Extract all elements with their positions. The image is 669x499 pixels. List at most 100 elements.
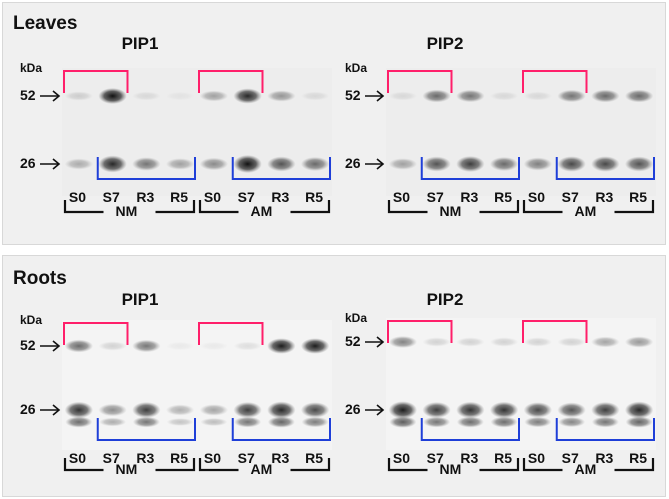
leaves-pip2-band-52-lane-3 <box>456 89 485 103</box>
leaves-pip2-lane-label-7: R3 <box>595 189 614 205</box>
roots-pip2-band-26-lane-1 <box>388 401 418 419</box>
leaves-pip1-lane-label-5: S0 <box>203 189 221 205</box>
roots-pip1-lane-label-7: R3 <box>271 450 290 466</box>
leaves-pip1-marker-52: 52 <box>20 87 36 103</box>
leaves-pip2-band-52-lane-4 <box>489 91 519 101</box>
leaves-pip1-lane-label-2: S7 <box>102 189 120 205</box>
roots-pip1-title: PIP1 <box>121 290 159 309</box>
roots-pip1-marker-52: 52 <box>20 337 36 353</box>
leaves-pip2-band-26-lane-3 <box>456 156 485 172</box>
leaves-pip2-lane-label-4: R5 <box>494 189 513 205</box>
roots-pip2-band-26b-lane-6 <box>558 416 586 428</box>
roots-pip1-band-26b-lane-4 <box>166 418 194 426</box>
roots-pip1-band-52-lane-8 <box>300 338 330 354</box>
leaves-pip2-band-52-lane-1 <box>388 91 418 101</box>
roots-pip1-lane-label-1: S0 <box>68 450 86 466</box>
roots-pip2-band-26-lane-4 <box>489 401 519 419</box>
roots-pip2-band-52-lane-3 <box>456 337 485 347</box>
leaves-pip2-band-26-lane-4 <box>489 157 519 171</box>
leaves-pip1-title: PIP1 <box>121 34 159 53</box>
roots-pip2-band-26-lane-2 <box>422 402 451 418</box>
leaves-pip2-unit-label: kDa <box>345 61 368 75</box>
leaves-pip2-band-26-lane-6 <box>557 156 586 172</box>
roots-pip1-band-52-lane-3 <box>132 339 161 353</box>
roots-pip2-title: PIP2 <box>426 290 464 309</box>
roots-pip1-lane-label-6: S7 <box>237 450 255 466</box>
roots-pip2-lane-label-1: S0 <box>392 450 410 466</box>
leaves-pip2-band-26-lane-2 <box>422 156 451 172</box>
roots-pip1-band-52-lane-2 <box>98 341 127 351</box>
roots-pip1-band-26b-lane-1 <box>65 416 93 428</box>
roots-pip2-band-26b-lane-1 <box>389 416 417 428</box>
leaves-pip1-band-52-lane-3 <box>132 91 161 101</box>
leaves-pip1-lane-label-4: R5 <box>170 189 189 205</box>
roots-pip2-band-26b-lane-5 <box>524 416 552 428</box>
roots-pip2-lane-label-3: R3 <box>460 450 479 466</box>
leaves-pip2-blot-image <box>386 68 656 196</box>
section-title-leaves: Leaves <box>13 13 78 34</box>
roots-pip1-band-26b-lane-7 <box>267 416 295 428</box>
roots-pip2-lane-label-4: R5 <box>494 450 513 466</box>
leaves-pip1-band-26-lane-5 <box>199 157 229 171</box>
roots-pip1-band-52-lane-4 <box>165 341 195 351</box>
leaves-pip1-lane-label-8: R5 <box>305 189 324 205</box>
roots-pip1-lane-label-4: R5 <box>170 450 189 466</box>
roots-pip1-band-26-lane-2 <box>98 403 127 417</box>
roots-pip1-group-label-nm: NM <box>115 461 138 477</box>
leaves-pip2-title: PIP2 <box>426 34 464 53</box>
roots-pip1-lane-label-5: S0 <box>203 450 221 466</box>
leaves-pip2-lane-label-6: S7 <box>561 189 579 205</box>
leaves-pip1-lane-label-6: S7 <box>237 189 255 205</box>
section-title-roots: Roots <box>13 268 67 289</box>
leaves-pip1-band-52-lane-1 <box>64 91 94 101</box>
roots-pip1-group-label-am: AM <box>250 461 273 477</box>
roots-pip1-marker-26: 26 <box>20 401 36 417</box>
roots-pip1-lane-label-3: R3 <box>136 450 155 466</box>
leaves-pip2-band-52-lane-6 <box>557 89 586 103</box>
leaves-pip2-marker-26: 26 <box>345 155 361 171</box>
leaves-pip2-lane-label-8: R5 <box>629 189 648 205</box>
roots-pip2-band-26b-lane-8 <box>625 416 653 428</box>
roots-pip1-band-26-lane-3 <box>132 402 161 418</box>
roots-pip1-unit-label: kDa <box>20 313 43 327</box>
roots-pip2-band-52-lane-5 <box>523 337 553 347</box>
roots-pip2-lane-label-8: R5 <box>629 450 648 466</box>
leaves-pip2-band-52-lane-5 <box>523 91 553 101</box>
leaves-pip2-lane-label-1: S0 <box>392 189 410 205</box>
roots-pip2-band-26b-lane-4 <box>490 416 518 428</box>
roots-pip2-band-26-lane-7 <box>591 402 620 418</box>
leaves-pip2-band-52-lane-2 <box>422 89 451 103</box>
roots-pip1-band-26b-lane-8 <box>301 416 329 428</box>
roots-pip1-blot-image <box>62 320 332 450</box>
leaves-pip2-band-52-lane-8 <box>624 89 654 103</box>
roots-pip1-lane-label-8: R5 <box>305 450 324 466</box>
roots-pip2-band-26-lane-8 <box>624 401 654 419</box>
leaves-pip2-lane-label-2: S7 <box>426 189 444 205</box>
leaves-pip1-group-label-am: AM <box>250 203 273 219</box>
roots-pip2-band-52-lane-6 <box>557 337 586 347</box>
leaves-pip1-band-26-lane-6 <box>233 155 262 173</box>
roots-pip2-group-label-nm: NM <box>439 461 462 477</box>
roots-pip2-unit-label: kDa <box>345 311 368 325</box>
roots-pip1-band-52-lane-5 <box>199 341 229 351</box>
roots-pip2-band-26-lane-5 <box>523 402 553 418</box>
roots-pip1-band-26b-lane-6 <box>234 416 262 428</box>
leaves-pip1-lane-label-1: S0 <box>68 189 86 205</box>
leaves-pip2-band-26-lane-1 <box>388 158 418 170</box>
leaves-pip1-band-52-lane-5 <box>199 90 229 102</box>
leaves-pip1-band-52-lane-2 <box>98 88 127 104</box>
leaves-pip1-band-26-lane-2 <box>98 155 127 173</box>
leaves-pip1-band-26-lane-4 <box>165 158 195 170</box>
roots-pip2-lane-label-5: S0 <box>527 450 545 466</box>
leaves-pip1-band-52-lane-7 <box>267 90 296 102</box>
leaves-pip1-lane-label-3: R3 <box>136 189 155 205</box>
roots-pip2-marker-26: 26 <box>345 401 361 417</box>
leaves-pip1-band-26-lane-3 <box>132 157 161 171</box>
roots-pip1-band-26-lane-6 <box>233 402 262 418</box>
roots-pip1-band-26b-lane-3 <box>132 416 160 428</box>
leaves-pip1-band-52-lane-4 <box>165 91 195 101</box>
roots-pip1-band-26-lane-5 <box>199 404 229 416</box>
leaves-pip2-lane-label-5: S0 <box>527 189 545 205</box>
roots-pip2-band-26b-lane-7 <box>591 416 619 428</box>
leaves-pip2-lane-label-3: R3 <box>460 189 479 205</box>
